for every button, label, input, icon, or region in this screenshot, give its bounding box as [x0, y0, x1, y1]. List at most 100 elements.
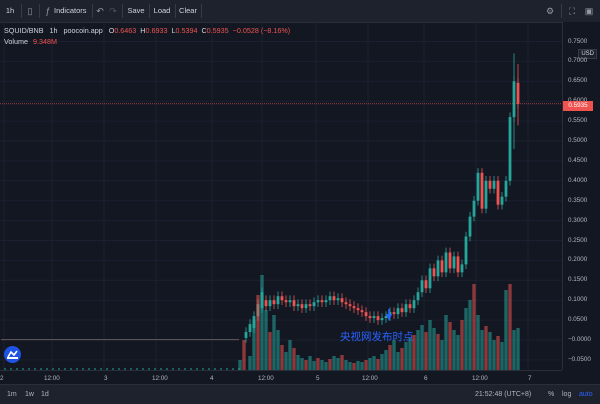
interval-button[interactable]: 1h	[5, 6, 15, 15]
volume-bar	[118, 368, 120, 370]
candle	[81, 339, 83, 341]
candle	[404, 304, 408, 313]
candle	[300, 304, 304, 309]
time-tick: 12:00	[44, 375, 60, 382]
percent-toggle[interactable]: %	[548, 391, 555, 398]
candle	[111, 339, 113, 341]
indicators-button[interactable]: Indicators	[54, 6, 87, 15]
candle	[197, 339, 199, 341]
volume-bar	[512, 330, 516, 370]
candle	[484, 180, 488, 209]
candle	[133, 339, 135, 341]
candle	[476, 172, 480, 201]
volume-bar	[484, 326, 488, 370]
candle	[109, 339, 111, 341]
candle	[211, 339, 213, 341]
high-label: H	[140, 26, 146, 35]
candle	[165, 339, 167, 341]
candle	[460, 264, 464, 273]
price-axis[interactable]: USD 0.7500 0.7000 0.6500 0.6000 0.5500 0.5000…	[562, 22, 600, 370]
candle	[137, 339, 139, 341]
fullscreen-icon[interactable]: ⛶	[568, 6, 576, 16]
candle	[440, 260, 444, 273]
range-1w-button[interactable]: 1w	[25, 391, 34, 398]
redo-icon[interactable]: ↷	[109, 6, 117, 16]
candle	[97, 339, 99, 341]
candle	[11, 339, 13, 341]
volume-bar	[508, 284, 512, 370]
price-tick: 0.7000	[568, 57, 588, 65]
candle	[75, 339, 77, 341]
tradingview-logo-icon[interactable]	[4, 346, 21, 363]
range-1m-button[interactable]: 1m	[7, 391, 17, 398]
settings-icon[interactable]: ⚙	[545, 6, 555, 16]
volume-bar	[364, 360, 368, 370]
symbol-name[interactable]: SQUID/BNB	[4, 26, 44, 35]
volume-bar	[416, 330, 420, 370]
auto-toggle[interactable]: auto	[579, 391, 593, 398]
undo-icon[interactable]: ↶	[96, 6, 104, 16]
volume-bar	[292, 348, 296, 370]
range-1d-button[interactable]: 1d	[41, 391, 49, 398]
time-axis[interactable]: 2 12:00 3 12:00 4 12:00 5 12:00 6 12:00 7	[0, 370, 562, 385]
chart-type-icon[interactable]: ▯	[27, 6, 33, 16]
volume-bar	[456, 335, 460, 370]
candle	[119, 339, 121, 341]
price-chart[interactable]	[0, 22, 562, 370]
candle	[163, 339, 165, 341]
volume-bar	[304, 360, 308, 370]
candle	[203, 339, 205, 341]
volume-bar	[420, 325, 424, 370]
divider	[561, 4, 562, 18]
volume-bar	[284, 352, 288, 370]
volume-bar	[492, 340, 496, 370]
volume-bar	[496, 336, 500, 370]
time-tick: 12:00	[152, 375, 168, 382]
candle	[5, 339, 7, 341]
volume-bar	[40, 368, 42, 370]
candle	[27, 339, 29, 341]
candle	[37, 339, 39, 341]
candle	[384, 316, 388, 319]
candle	[480, 172, 484, 209]
volume-bar	[328, 359, 332, 370]
candle	[340, 298, 344, 303]
load-button[interactable]: Load	[153, 6, 171, 15]
volume-bar	[256, 295, 260, 370]
candle	[35, 339, 37, 341]
candle	[213, 339, 215, 341]
clock[interactable]: 21:52:48 (UTC+8)	[475, 391, 532, 398]
candle	[159, 339, 161, 341]
candle	[352, 306, 356, 309]
volume-bar	[468, 300, 472, 370]
clear-button[interactable]: Clear	[179, 6, 197, 15]
candle	[199, 339, 201, 341]
volume-bar	[356, 361, 360, 370]
camera-icon[interactable]: ▣	[584, 6, 594, 16]
legend-interval: 1h	[49, 26, 58, 35]
marker-arrow-stem	[388, 309, 390, 314]
volume-bar	[320, 360, 324, 370]
log-toggle[interactable]: log	[562, 391, 572, 398]
volume-bar	[308, 356, 312, 370]
volume-bar	[368, 358, 372, 370]
candle	[360, 310, 364, 313]
save-button[interactable]: Save	[127, 6, 145, 15]
indicators-icon[interactable]: ƒ	[45, 6, 51, 16]
volume-bar	[16, 368, 18, 370]
candle	[149, 339, 151, 341]
marker-arrow-icon[interactable]	[386, 314, 392, 321]
volume-bar	[252, 320, 256, 370]
currency-badge[interactable]: USD	[578, 49, 597, 59]
volume-bar	[88, 368, 90, 370]
volume-bar	[352, 363, 356, 370]
volume-bar	[480, 330, 484, 370]
candle	[456, 256, 460, 273]
candle	[125, 339, 127, 341]
price-tick: 0.5500	[568, 117, 588, 125]
candle	[372, 316, 376, 319]
price-tick: 0.0500	[568, 316, 588, 324]
volume-bar	[324, 362, 328, 370]
volume-bar	[316, 358, 320, 370]
candle	[99, 339, 101, 341]
